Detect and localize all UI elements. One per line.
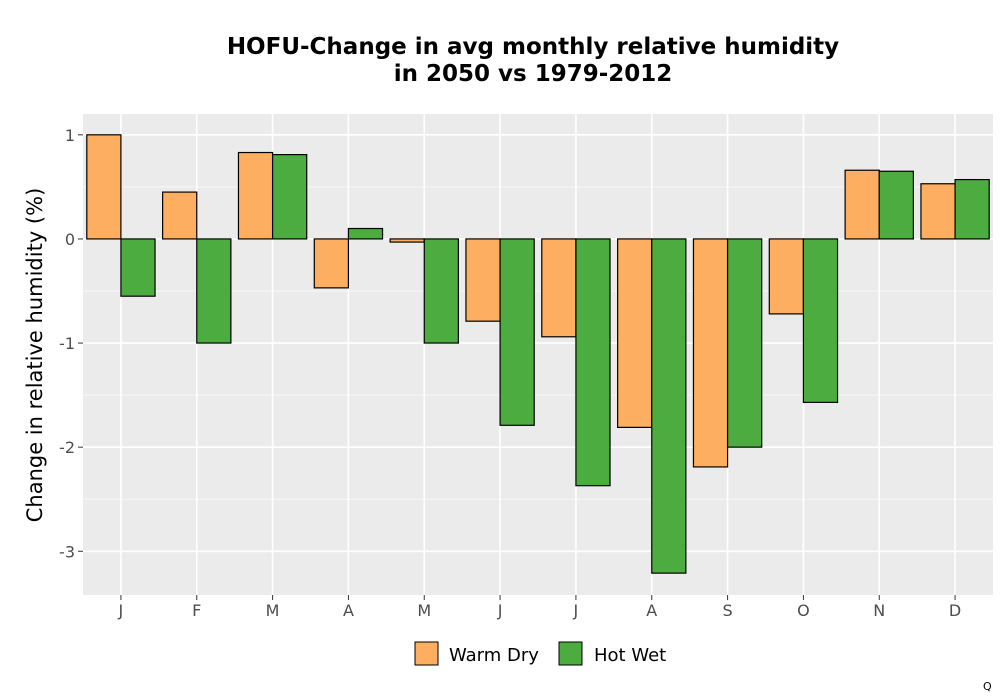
chart-title-line1: HOFU-Change in avg monthly relative humi… xyxy=(227,34,839,60)
bar-hot-wet xyxy=(726,238,763,448)
bar-hot-wet xyxy=(499,238,535,426)
bar-hot-wet xyxy=(347,227,384,240)
x-tick-label: A xyxy=(646,601,657,620)
legend-label-warm-dry: Warm Dry xyxy=(449,645,539,666)
bar-warm-dry xyxy=(692,238,729,468)
bar-hot-wet xyxy=(651,238,687,574)
chart-title-line2: in 2050 vs 1979-2012 xyxy=(394,61,673,87)
y-tick-label: -1 xyxy=(59,334,75,353)
x-tick-label: O xyxy=(797,601,810,620)
bar-warm-dry xyxy=(844,169,880,240)
y-tick-label: 1 xyxy=(65,126,75,145)
legend: Warm Dry Hot Wet xyxy=(414,641,666,666)
x-tick-label: M xyxy=(266,601,280,620)
y-tick-label: 0 xyxy=(65,230,75,249)
bar-hot-wet xyxy=(196,238,232,344)
x-tick-label: S xyxy=(723,601,733,620)
bar-hot-wet xyxy=(802,238,839,403)
x-tick-label: J xyxy=(118,601,124,620)
bar-warm-dry xyxy=(768,238,805,315)
grid-minor xyxy=(83,186,993,500)
bar-hot-wet xyxy=(954,178,990,240)
bar-warm-dry xyxy=(920,183,956,240)
bar-warm-dry xyxy=(617,238,653,428)
bar-warm-dry xyxy=(389,238,425,243)
bar-warm-dry xyxy=(313,238,350,289)
x-tick-label: D xyxy=(949,601,961,620)
bar-hot-wet xyxy=(271,154,308,240)
bar-warm-dry xyxy=(541,238,577,338)
y-axis: 1 0 -1 -2 -3 xyxy=(59,126,83,561)
bars xyxy=(86,134,990,574)
corner-mark: Q xyxy=(983,680,992,693)
bar-warm-dry xyxy=(237,151,274,240)
bar-hot-wet xyxy=(878,170,914,240)
x-tick-label: J xyxy=(497,601,503,620)
y-tick-label: -2 xyxy=(59,438,75,457)
bar-warm-dry xyxy=(465,238,501,322)
bar-hot-wet xyxy=(575,238,611,487)
y-axis-title: Change in relative humidity (%) xyxy=(23,188,47,523)
bar-warm-dry xyxy=(162,191,198,240)
x-tick-label: A xyxy=(343,601,354,620)
legend-swatch-warm-dry xyxy=(414,641,439,666)
legend-swatch-hot-wet xyxy=(558,641,583,666)
bar-warm-dry xyxy=(86,134,122,240)
x-tick-label: J xyxy=(573,601,579,620)
x-tick-label: N xyxy=(873,601,885,620)
y-tick-label: -3 xyxy=(59,542,75,561)
x-tick-label: F xyxy=(192,601,201,620)
legend-label-hot-wet: Hot Wet xyxy=(594,645,666,666)
bar-hot-wet xyxy=(120,238,156,297)
x-tick-label: M xyxy=(417,601,431,620)
plot-panel xyxy=(83,114,993,595)
bar-hot-wet xyxy=(423,238,459,344)
